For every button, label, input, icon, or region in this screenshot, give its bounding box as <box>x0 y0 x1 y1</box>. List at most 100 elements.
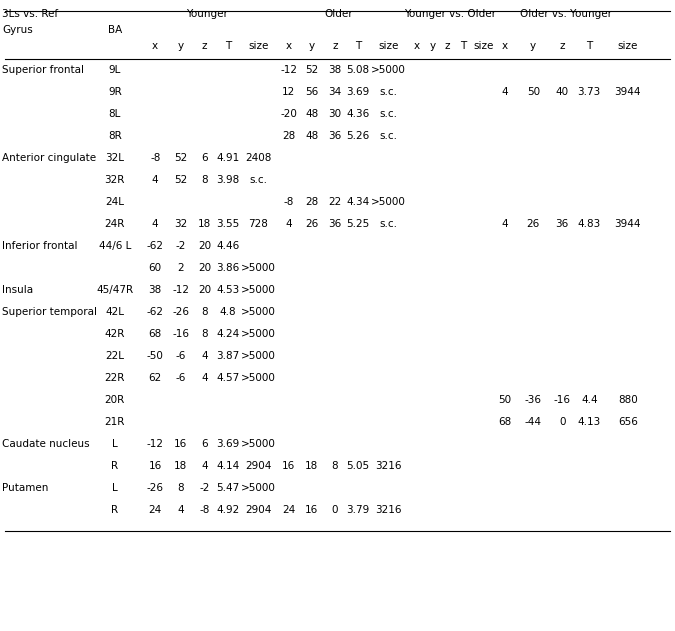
Text: 21R: 21R <box>105 417 125 427</box>
Text: 3216: 3216 <box>375 505 402 515</box>
Text: 9L: 9L <box>109 65 121 75</box>
Text: 3.87: 3.87 <box>217 351 240 361</box>
Text: 728: 728 <box>248 219 269 229</box>
Text: 6: 6 <box>201 153 208 163</box>
Text: 4: 4 <box>502 219 508 229</box>
Text: 30: 30 <box>328 109 342 119</box>
Text: s.c.: s.c. <box>379 131 397 141</box>
Text: s.c.: s.c. <box>250 175 267 185</box>
Text: 3.73: 3.73 <box>578 87 601 97</box>
Text: y: y <box>429 41 436 51</box>
Text: 34: 34 <box>328 87 342 97</box>
Text: 3.79: 3.79 <box>346 505 369 515</box>
Text: 12: 12 <box>282 87 296 97</box>
Text: >5000: >5000 <box>371 197 406 207</box>
Text: 5.25: 5.25 <box>346 219 369 229</box>
Text: 24R: 24R <box>105 219 125 229</box>
Text: 38: 38 <box>148 285 162 295</box>
Text: -8: -8 <box>150 153 161 163</box>
Text: -12: -12 <box>280 65 298 75</box>
Text: 8: 8 <box>178 483 184 493</box>
Text: 68: 68 <box>148 329 162 339</box>
Text: 26: 26 <box>305 219 319 229</box>
Text: L: L <box>112 483 117 493</box>
Text: 8: 8 <box>201 175 208 185</box>
Text: BA: BA <box>107 25 122 35</box>
Text: R: R <box>111 505 118 515</box>
Text: x: x <box>286 41 292 51</box>
Text: 52: 52 <box>174 153 188 163</box>
Text: >5000: >5000 <box>241 307 276 317</box>
Text: Putamen: Putamen <box>2 483 49 493</box>
Text: 16: 16 <box>148 461 162 471</box>
Text: size: size <box>248 41 269 51</box>
Text: -26: -26 <box>172 307 190 317</box>
Text: 4.24: 4.24 <box>217 329 240 339</box>
Text: 22L: 22L <box>105 351 124 361</box>
Text: L: L <box>112 439 117 449</box>
Text: 60: 60 <box>148 263 162 273</box>
Text: 24: 24 <box>148 505 162 515</box>
Text: z: z <box>560 41 565 51</box>
Text: -26: -26 <box>146 483 164 493</box>
Text: y: y <box>178 41 184 51</box>
Text: 4: 4 <box>201 461 208 471</box>
Text: 4.46: 4.46 <box>217 241 240 251</box>
Text: 48: 48 <box>305 109 319 119</box>
Text: T: T <box>460 41 466 51</box>
Text: 8: 8 <box>201 307 208 317</box>
Text: size: size <box>618 41 638 51</box>
Text: -6: -6 <box>176 373 186 383</box>
Text: 5.05: 5.05 <box>346 461 369 471</box>
Text: 42R: 42R <box>105 329 125 339</box>
Text: 8R: 8R <box>108 131 122 141</box>
Text: 4.13: 4.13 <box>578 417 601 427</box>
Text: Anterior cingulate: Anterior cingulate <box>2 153 96 163</box>
Text: 20R: 20R <box>105 395 125 405</box>
Text: 32R: 32R <box>105 175 125 185</box>
Text: 20: 20 <box>198 285 211 295</box>
Text: 20: 20 <box>198 241 211 251</box>
Text: 16: 16 <box>174 439 188 449</box>
Text: >5000: >5000 <box>241 263 276 273</box>
Text: -62: -62 <box>146 307 164 317</box>
Text: 38: 38 <box>328 65 342 75</box>
Text: 5.47: 5.47 <box>217 483 240 493</box>
Text: -2: -2 <box>199 483 210 493</box>
Text: 40: 40 <box>556 87 569 97</box>
Text: 2408: 2408 <box>245 153 272 163</box>
Text: 4: 4 <box>152 219 159 229</box>
Text: 36: 36 <box>328 131 342 141</box>
Text: 4: 4 <box>152 175 159 185</box>
Text: 9R: 9R <box>108 87 122 97</box>
Text: 4.83: 4.83 <box>578 219 601 229</box>
Text: Younger: Younger <box>186 9 228 19</box>
Text: >5000: >5000 <box>241 285 276 295</box>
Text: -12: -12 <box>146 439 164 449</box>
Text: 68: 68 <box>498 417 512 427</box>
Text: -16: -16 <box>554 395 571 405</box>
Text: -6: -6 <box>176 351 186 361</box>
Text: 4: 4 <box>178 505 184 515</box>
Text: -36: -36 <box>524 395 542 405</box>
Text: >5000: >5000 <box>241 373 276 383</box>
Text: size: size <box>378 41 398 51</box>
Text: 36: 36 <box>328 219 342 229</box>
Text: >5000: >5000 <box>241 351 276 361</box>
Text: 3.86: 3.86 <box>217 263 240 273</box>
Text: 18: 18 <box>198 219 211 229</box>
Text: -8: -8 <box>199 505 210 515</box>
Text: z: z <box>202 41 207 51</box>
Text: 4.34: 4.34 <box>346 197 369 207</box>
Text: 45/47R: 45/47R <box>97 285 133 295</box>
Text: 22R: 22R <box>105 373 125 383</box>
Text: -2: -2 <box>176 241 186 251</box>
Text: y: y <box>308 41 315 51</box>
Text: z: z <box>445 41 450 51</box>
Text: 3944: 3944 <box>614 219 641 229</box>
Text: 18: 18 <box>305 461 319 471</box>
Text: 20: 20 <box>198 263 211 273</box>
Text: x: x <box>152 41 159 51</box>
Text: 16: 16 <box>305 505 319 515</box>
Text: 32: 32 <box>174 219 188 229</box>
